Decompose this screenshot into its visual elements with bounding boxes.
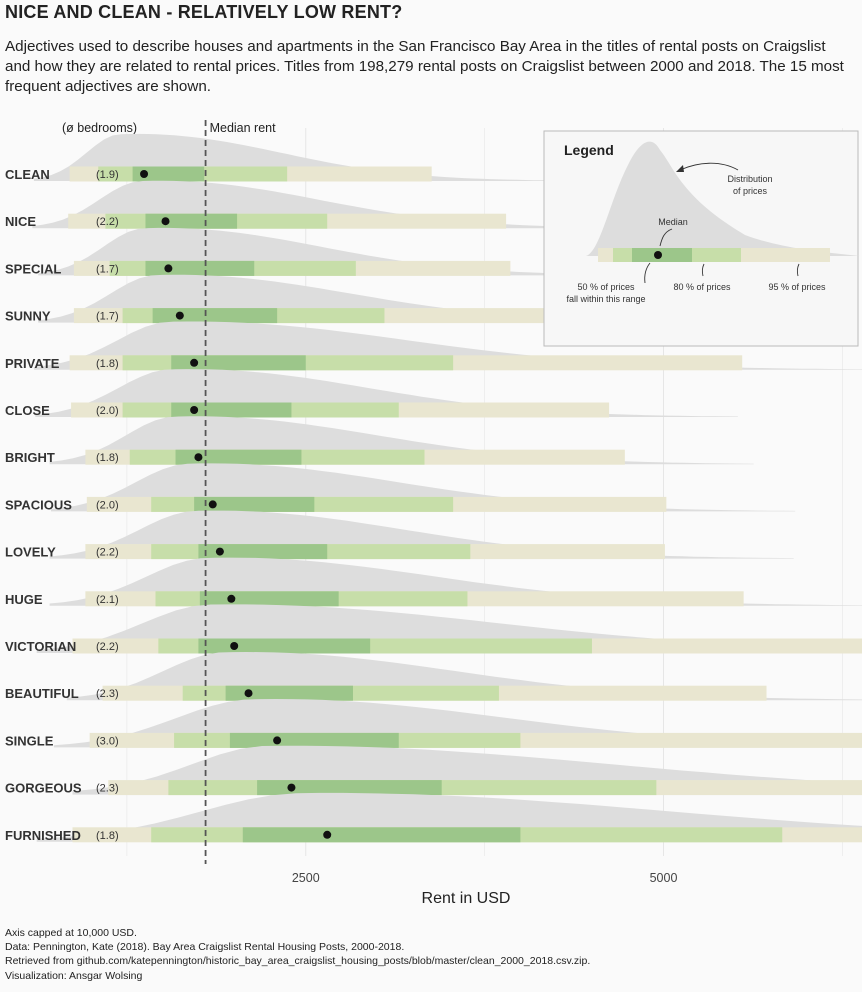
legend-distribution-label: of prices [733,186,768,196]
median-point [175,311,184,320]
legend-title: Legend [564,142,614,158]
legend-arrow [796,263,800,277]
category-label: SPECIAL [5,261,61,276]
interval-50-bar [225,685,353,701]
median-point [190,406,199,414]
interval-50-bar [257,780,442,796]
interval-50-bar [198,638,371,654]
interval-50-bar [175,449,302,465]
bedrooms-value: (2.2) [96,641,119,653]
interval-50-bar [145,213,238,229]
category-label: NICE [5,214,36,229]
category-label: SINGLE [5,733,54,748]
interval-50-bar [198,544,328,560]
interval-50-bar [171,355,306,371]
category-label: HUGE [5,592,43,607]
bedrooms-header: (ø bedrooms) [62,121,137,135]
category-label: LOVELY [5,545,56,560]
category-label: PRIVATE [5,356,60,371]
median-point [140,170,149,178]
legend-interval-80-label: 80 % of prices [673,282,731,292]
median-point [230,642,239,650]
median-point [208,500,217,509]
caption-line: Data: Pennington, Kate (2018). Bay Area … [5,941,405,954]
bedrooms-value: (1.7) [96,311,119,323]
bedrooms-value: (3.0) [96,735,119,747]
legend-arrow [701,263,705,277]
bedrooms-value: (2.2) [96,216,119,228]
interval-50-bar [132,166,205,182]
category-label: CLEAN [5,167,50,182]
legend-distribution-label: Distribution [727,174,772,184]
bedrooms-value: (1.8) [96,452,119,464]
caption-line: Axis capped at 10,000 USD. [5,927,137,939]
bedrooms-value: (2.0) [96,499,119,511]
category-label: BRIGHT [5,450,55,465]
interval-50-bar [194,496,315,512]
median-point [161,217,170,226]
bedrooms-value: (2.0) [96,405,119,417]
median-point [227,594,236,603]
interval-50-bar [152,308,278,324]
legend-median-point [654,251,662,259]
legend-interval-50-label: fall within this range [566,294,645,304]
x-axis-label: Rent in USD [422,890,511,907]
bedrooms-value: (2.3) [96,688,119,700]
bedrooms-value: (2.2) [96,547,119,559]
category-label: SUNNY [5,309,51,324]
legend-arrow [644,262,651,284]
legend-median-label: Median [658,217,688,227]
interval-50-bar [229,732,399,748]
bedrooms-value: (2.3) [96,783,119,795]
median-point [273,736,282,745]
bedrooms-value: (1.7) [96,263,119,275]
median-point [323,830,332,839]
bedrooms-value: (1.9) [96,169,119,181]
bedrooms-value: (1.8) [96,830,119,842]
chart-subtitle: Adjectives used to describe houses and a… [5,38,844,95]
caption-line: Visualization: Ansgar Wolsing [5,969,143,982]
interval-50-bar [242,827,521,843]
category-label: GORGEOUS [5,781,82,796]
category-label: VICTORIAN [5,639,76,654]
caption: Axis capped at 10,000 USD. Data: Penning… [5,926,590,983]
median-point [287,783,296,792]
median-point [164,264,173,273]
interval-50-bar [199,591,339,607]
legend-arrowhead [676,165,684,172]
x-tick-label: 5000 [650,871,678,885]
median-point [215,547,224,556]
category-label: FURNISHED [5,828,81,843]
bedrooms-value: (2.1) [96,594,119,606]
legend-arrow [679,162,739,171]
interval-50-bar [171,402,292,418]
median-point [194,453,203,462]
legend-interval-50-label: 50 % of prices [577,282,635,292]
x-tick-label: 2500 [292,871,320,885]
category-label: SPACIOUS [5,497,72,512]
category-label: CLOSE [5,403,50,418]
median-point [244,689,253,698]
legend-density [586,141,860,256]
legend-arrow [659,228,673,247]
bedrooms-value: (1.8) [96,358,119,370]
interval-50-bar [145,260,255,276]
category-label: BEAUTIFUL [5,686,79,701]
chart-title: NICE AND CLEAN - RELATIVELY LOW RENT? [5,2,403,22]
caption-line: Retrieved from github.com/katepennington… [5,955,591,968]
median-rent-label: Median rent [210,121,277,135]
legend-interval-95-label: 95 % of prices [768,282,826,292]
median-point [190,358,199,367]
